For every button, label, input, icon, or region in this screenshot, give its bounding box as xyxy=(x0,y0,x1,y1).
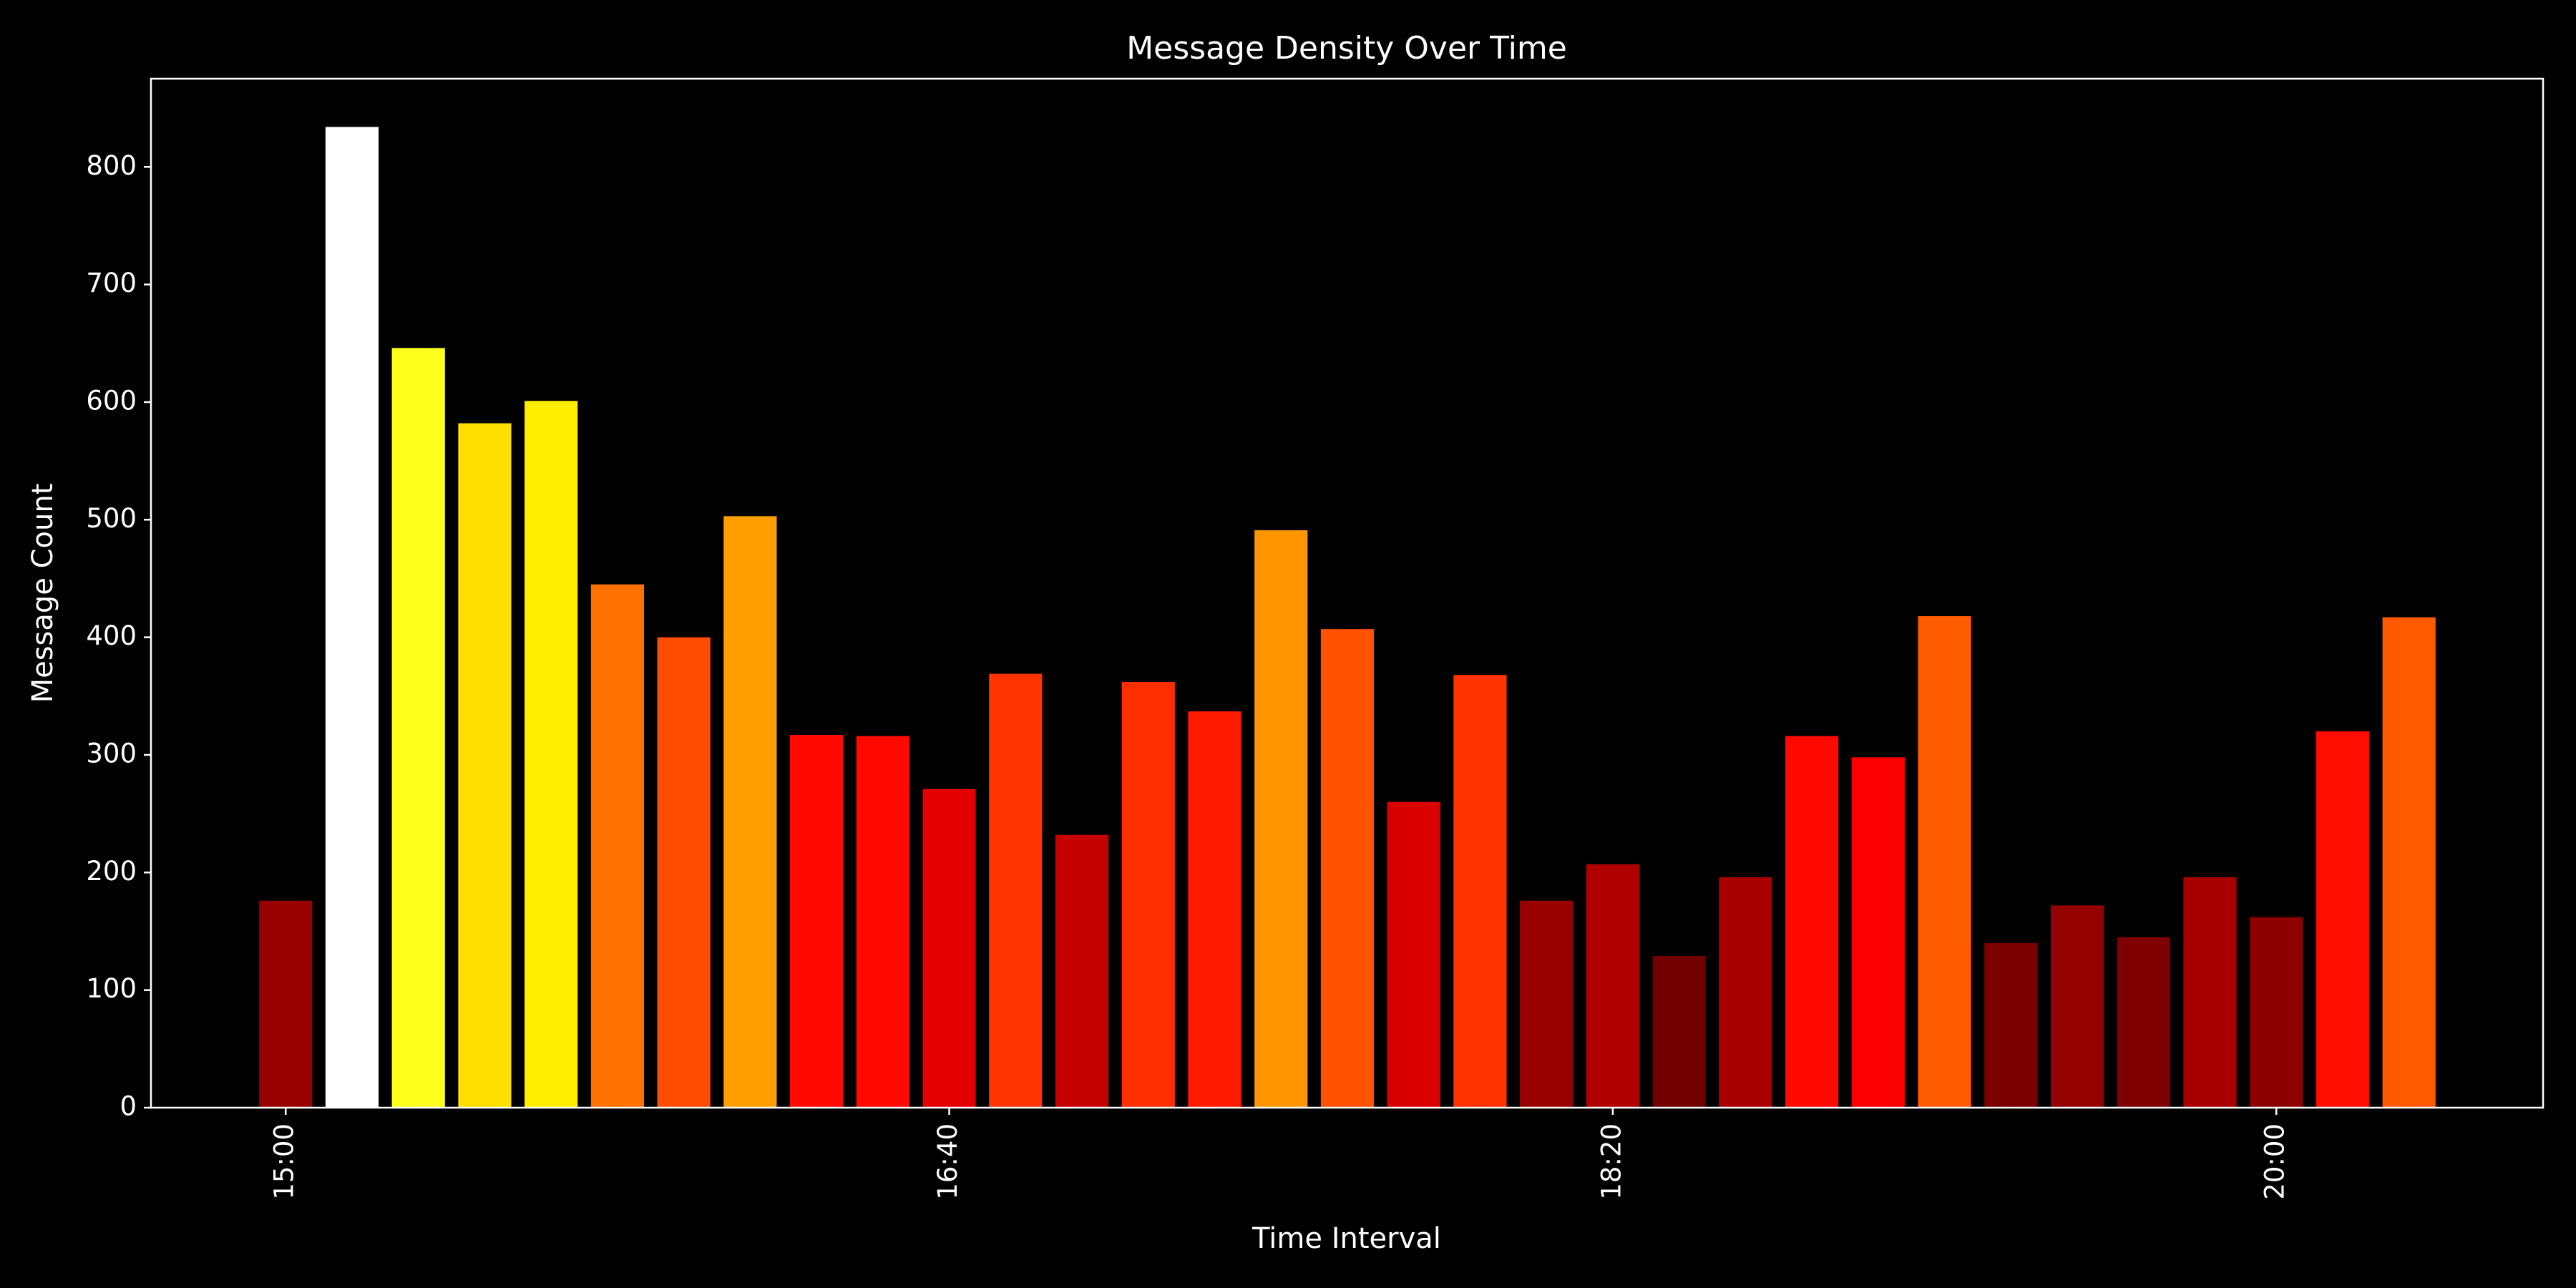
bar xyxy=(657,637,711,1108)
y-tick-label: 700 xyxy=(86,268,137,298)
x-axis-label: Time Interval xyxy=(1252,1222,1441,1255)
axes-frame xyxy=(150,77,2545,1109)
bar xyxy=(1188,711,1241,1108)
y-tick-label: 500 xyxy=(86,503,137,534)
bar xyxy=(1851,757,1905,1108)
y-axis-label: Message Count xyxy=(26,484,59,703)
x-tick-label: 15:00 xyxy=(269,1123,300,1200)
bar xyxy=(259,900,313,1108)
chart-title: Message Density Over Time xyxy=(1126,30,1567,67)
bar xyxy=(2183,877,2237,1108)
bar xyxy=(1121,682,1175,1108)
bar xyxy=(2316,731,2370,1108)
bar xyxy=(325,127,379,1108)
bar xyxy=(723,516,777,1108)
bar xyxy=(1055,834,1109,1108)
bar xyxy=(1320,629,1375,1108)
y-tick-label: 600 xyxy=(86,385,137,416)
bar xyxy=(2050,905,2104,1108)
bar xyxy=(2250,917,2303,1108)
y-tick-label: 800 xyxy=(86,150,137,181)
y-tick-label: 100 xyxy=(86,973,137,1004)
bar xyxy=(590,584,645,1108)
y-tick-label: 300 xyxy=(86,738,137,769)
bar xyxy=(856,736,909,1108)
bar xyxy=(525,401,578,1108)
bar xyxy=(1785,736,1839,1108)
y-tick-label: 200 xyxy=(86,856,137,887)
x-tick-label: 20:00 xyxy=(2260,1123,2290,1200)
x-tick-label: 16:40 xyxy=(932,1123,963,1200)
bar xyxy=(1453,675,1507,1108)
bar xyxy=(790,735,844,1108)
bar xyxy=(1586,864,1639,1108)
bar xyxy=(458,423,512,1108)
bar xyxy=(1719,877,1772,1108)
bar xyxy=(2117,937,2170,1108)
bar xyxy=(1652,955,1706,1108)
bar xyxy=(922,789,976,1108)
bar xyxy=(1520,900,1574,1108)
y-tick-label: 0 xyxy=(119,1091,137,1122)
y-tick-label: 400 xyxy=(86,620,137,651)
bar xyxy=(1387,801,1440,1108)
bar xyxy=(1984,942,2038,1108)
bar xyxy=(391,348,445,1108)
x-tick-label: 18:20 xyxy=(1596,1123,1626,1200)
bar xyxy=(1254,530,1308,1108)
bar xyxy=(2382,617,2436,1108)
bar xyxy=(1918,616,1971,1108)
bar xyxy=(989,673,1043,1108)
